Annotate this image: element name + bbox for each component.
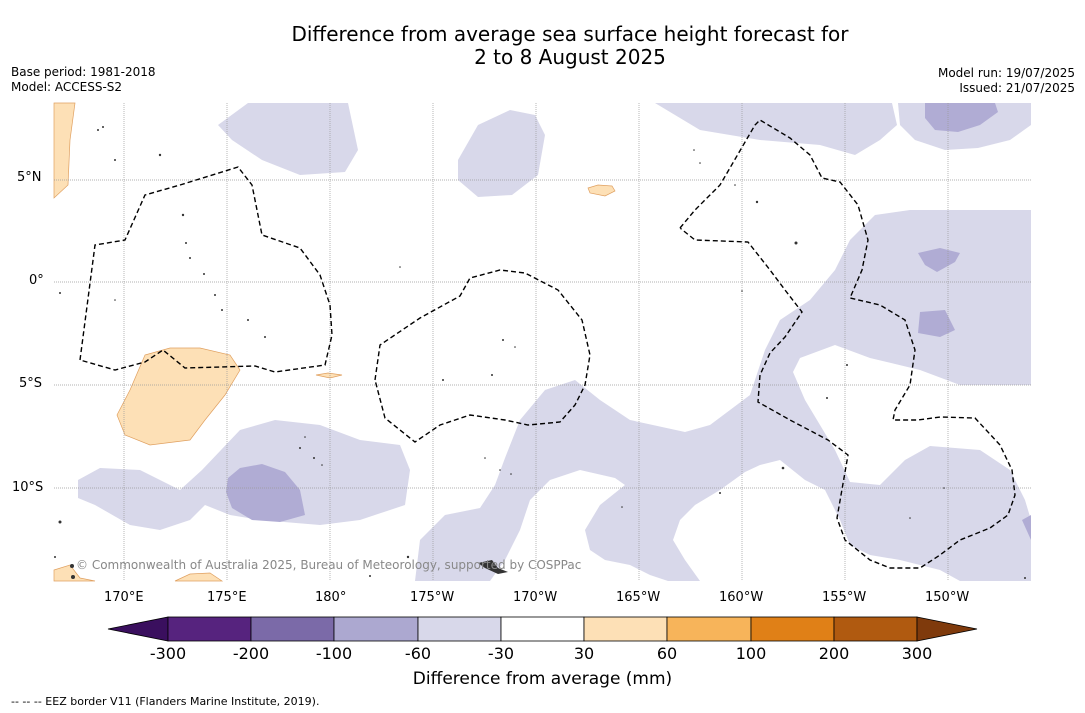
- lon-label-160w: 160°W: [719, 590, 764, 605]
- strong-negative-anomaly-area: [1022, 515, 1031, 540]
- colorbar-segment: [167, 616, 252, 642]
- eez-border-line: [374, 269, 591, 443]
- colorbar-label: 300: [901, 644, 933, 663]
- colorbar-label: -60: [404, 644, 432, 663]
- colorbar-segment: [417, 616, 502, 642]
- lon-label-180: 180°: [315, 590, 347, 605]
- lon-label-175e: 175°E: [207, 590, 247, 605]
- colorbar-label: 30: [573, 644, 595, 663]
- strong-negative-anomaly-area: [918, 310, 955, 337]
- map-title-line-2: 2 to 8 August 2025: [474, 45, 666, 69]
- lon-label-175w: 175°W: [410, 590, 455, 605]
- colorbar-label: 60: [656, 644, 678, 663]
- negative-anomaly-area: [458, 110, 545, 197]
- positive-anomaly-area: [116, 347, 241, 446]
- eez-borders: [79, 119, 1016, 569]
- positive-anomaly-area: [174, 572, 224, 582]
- colorbar-label: -200: [232, 644, 270, 663]
- colorbar-segment: [333, 616, 419, 642]
- model-run-text: Model run: 19/07/2025: [937, 66, 1075, 80]
- colorbar: [107, 616, 978, 642]
- lat-label-10s: 10°S: [12, 480, 44, 495]
- lat-label-5n: 5°N: [17, 170, 42, 185]
- lon-label-155w: 155°W: [822, 590, 867, 605]
- eez-border-line: [679, 119, 1016, 569]
- gridlines: [54, 103, 1031, 581]
- positive-anomaly-area: [53, 564, 96, 582]
- colorbar-segment: [666, 616, 752, 642]
- colorbar-segment: [833, 616, 918, 642]
- colorbar-label: 200: [818, 644, 850, 663]
- lat-label-5s: 5°S: [19, 376, 43, 391]
- colorbar-segment: [583, 616, 668, 642]
- lon-label-170e: 170°E: [104, 590, 144, 605]
- colorbar-segment: [500, 616, 585, 642]
- negative-anomaly-area: [995, 530, 1031, 581]
- colorbar-label: 100: [735, 644, 767, 663]
- lon-label-150w: 150°W: [925, 590, 970, 605]
- colorbar-label: -300: [149, 644, 187, 663]
- colorbar-low-extension: [107, 616, 169, 642]
- positive-anomaly-area: [53, 102, 76, 199]
- colorbar-segment: [750, 616, 835, 642]
- metadata-left: Base period: 1981-2018 Model: ACCESS-S2: [11, 65, 156, 95]
- colorbar-label: -30: [487, 644, 515, 663]
- lat-label-0: 0°: [29, 273, 44, 288]
- strong-negative-anomaly-area: [226, 464, 305, 522]
- negative-anomaly-area: [218, 103, 358, 175]
- positive-anomaly-area: [587, 184, 616, 197]
- colorbar-label: -100: [315, 644, 353, 663]
- lon-label-165w: 165°W: [616, 590, 661, 605]
- eez-border-line: [79, 166, 333, 373]
- metadata-right: Model run: 19/07/2025 Issued: 21/07/2025: [938, 66, 1075, 96]
- colorbar-segment: [250, 616, 335, 642]
- model-text: Model: ACCESS-S2: [11, 80, 123, 94]
- map-title-line-1: Difference from average sea surface heig…: [291, 22, 849, 46]
- copyright-text: © Commonwealth of Australia 2025, Bureau…: [76, 558, 582, 572]
- islands: [54, 126, 1026, 579]
- strong-negative-anomaly-area: [918, 248, 960, 272]
- positive-anomaly-area: [315, 372, 343, 379]
- strong-negative-anomaly-area: [925, 103, 998, 132]
- base-period-text: Base period: 1981-2018: [11, 65, 156, 79]
- issued-text: Issued: 21/07/2025: [959, 81, 1075, 95]
- eez-legend-footer: -- -- -- EEZ border V11 (Flanders Marine…: [11, 695, 320, 708]
- colorbar-high-extension: [916, 616, 978, 642]
- lon-label-170w: 170°W: [513, 590, 558, 605]
- colorbar-title: Difference from average (mm): [412, 669, 673, 689]
